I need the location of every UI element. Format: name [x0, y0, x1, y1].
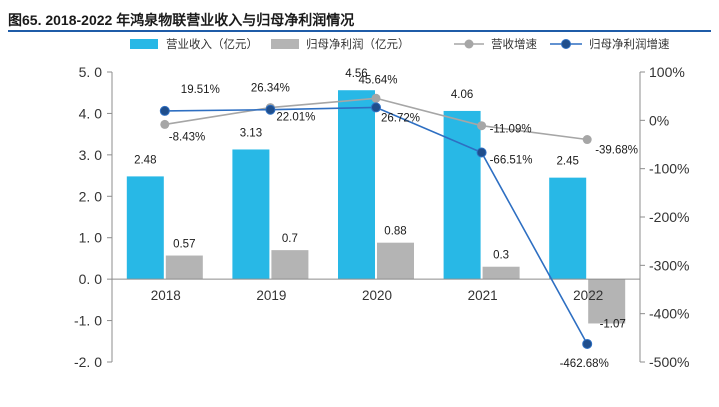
- left-axis-tick-label: 3. 0: [79, 147, 103, 163]
- profit-bar: [588, 279, 626, 324]
- left-axis-tick-label: 0. 0: [79, 271, 103, 287]
- chart-title: 图65. 2018-2022 年鸿泉物联营业收入与归母净利润情况: [8, 12, 355, 28]
- profit-growth-label: 22.01%: [276, 112, 315, 124]
- legend-revenue-label: 营业收入（亿元）: [166, 37, 258, 51]
- revenue-growth-point: [160, 119, 170, 129]
- revenue-growth-label: 26.34%: [251, 83, 290, 95]
- profit-bar: [165, 255, 203, 280]
- profit-value-label: 0.57: [173, 239, 195, 251]
- legend-revenue-growth-marker: [464, 39, 474, 49]
- legend-profit-label: 归母净利润（亿元）: [306, 37, 410, 51]
- revenue-bar: [549, 177, 587, 280]
- right-axis-tick-label: -200%: [649, 209, 689, 225]
- revenue-value-label: 4.56: [345, 68, 367, 80]
- left-axis-tick-label: 1. 0: [79, 230, 103, 246]
- category-label: 2022: [573, 288, 603, 303]
- revenue-growth-label: 45.64%: [358, 74, 397, 86]
- left-axis-tick-label: 5. 0: [79, 64, 103, 80]
- category-label: 2021: [468, 288, 498, 303]
- revenue-bar: [126, 176, 164, 280]
- revenue-growth-point: [371, 93, 381, 103]
- profit-bar: [482, 266, 520, 280]
- legend-revenue-growth-label: 营收增速: [491, 37, 537, 51]
- legend-profit-swatch: [271, 39, 299, 49]
- profit-growth-point: [476, 147, 487, 158]
- revenue-value-label: 2.48: [134, 154, 156, 166]
- profit-value-label: 0.88: [384, 226, 406, 238]
- profit-growth-label: -66.51%: [490, 154, 533, 166]
- right-axis-tick-label: 100%: [649, 64, 685, 80]
- right-axis-tick-label: 0%: [649, 112, 669, 128]
- profit-value-label: 0.3: [493, 250, 509, 262]
- revenue-growth-label: -8.43%: [169, 131, 205, 143]
- profit-value-label: 0.7: [282, 233, 298, 245]
- legend-profit-growth-label: 归母净利润增速: [589, 37, 670, 51]
- profit-growth-label: 26.72%: [381, 112, 420, 124]
- profit-bar: [271, 250, 309, 280]
- left-axis-tick-label: -2. 0: [74, 354, 102, 370]
- profit-growth-label: -462.68%: [560, 358, 609, 370]
- left-axis-tick-label: 4. 0: [79, 105, 103, 121]
- left-axis-tick-label: 2. 0: [79, 188, 103, 204]
- profit-growth-line: [164, 106, 588, 345]
- title-bar: 图65. 2018-2022 年鸿泉物联营业收入与归母净利润情况: [8, 4, 711, 32]
- right-axis-tick-label: -400%: [649, 306, 689, 322]
- revenue-growth-label: -39.68%: [595, 145, 638, 157]
- profit-growth-point: [159, 105, 170, 116]
- revenue-growth-label: -11.09%: [490, 124, 532, 136]
- category-label: 2018: [151, 288, 181, 303]
- profit-growth-point: [371, 102, 381, 113]
- right-axis-tick-label: -100%: [649, 161, 689, 177]
- legend-profit-growth-marker: [561, 39, 571, 49]
- profit-growth-point: [265, 104, 276, 115]
- category-label: 2019: [256, 288, 286, 303]
- revenue-growth-point: [477, 121, 487, 131]
- category-label: 2020: [362, 288, 392, 303]
- revenue-bar: [232, 149, 270, 280]
- revenue-growth-point: [582, 135, 592, 145]
- right-axis-tick-label: -500%: [649, 354, 689, 370]
- left-axis-tick-label: -1. 0: [74, 313, 102, 329]
- profit-value-label: -1.07: [600, 318, 626, 330]
- profit-bar: [377, 242, 414, 280]
- revenue-bar: [338, 90, 375, 280]
- revenue-bar: [443, 110, 481, 280]
- profit-growth-point: [582, 338, 593, 349]
- revenue-value-label: 3.13: [240, 127, 262, 139]
- right-axis-tick-label: -300%: [649, 257, 689, 273]
- legend-revenue-swatch: [130, 39, 158, 49]
- profit-growth-label: 19.51%: [181, 84, 220, 96]
- revenue-value-label: 4.06: [451, 89, 473, 101]
- revenue-value-label: 2.45: [557, 156, 579, 168]
